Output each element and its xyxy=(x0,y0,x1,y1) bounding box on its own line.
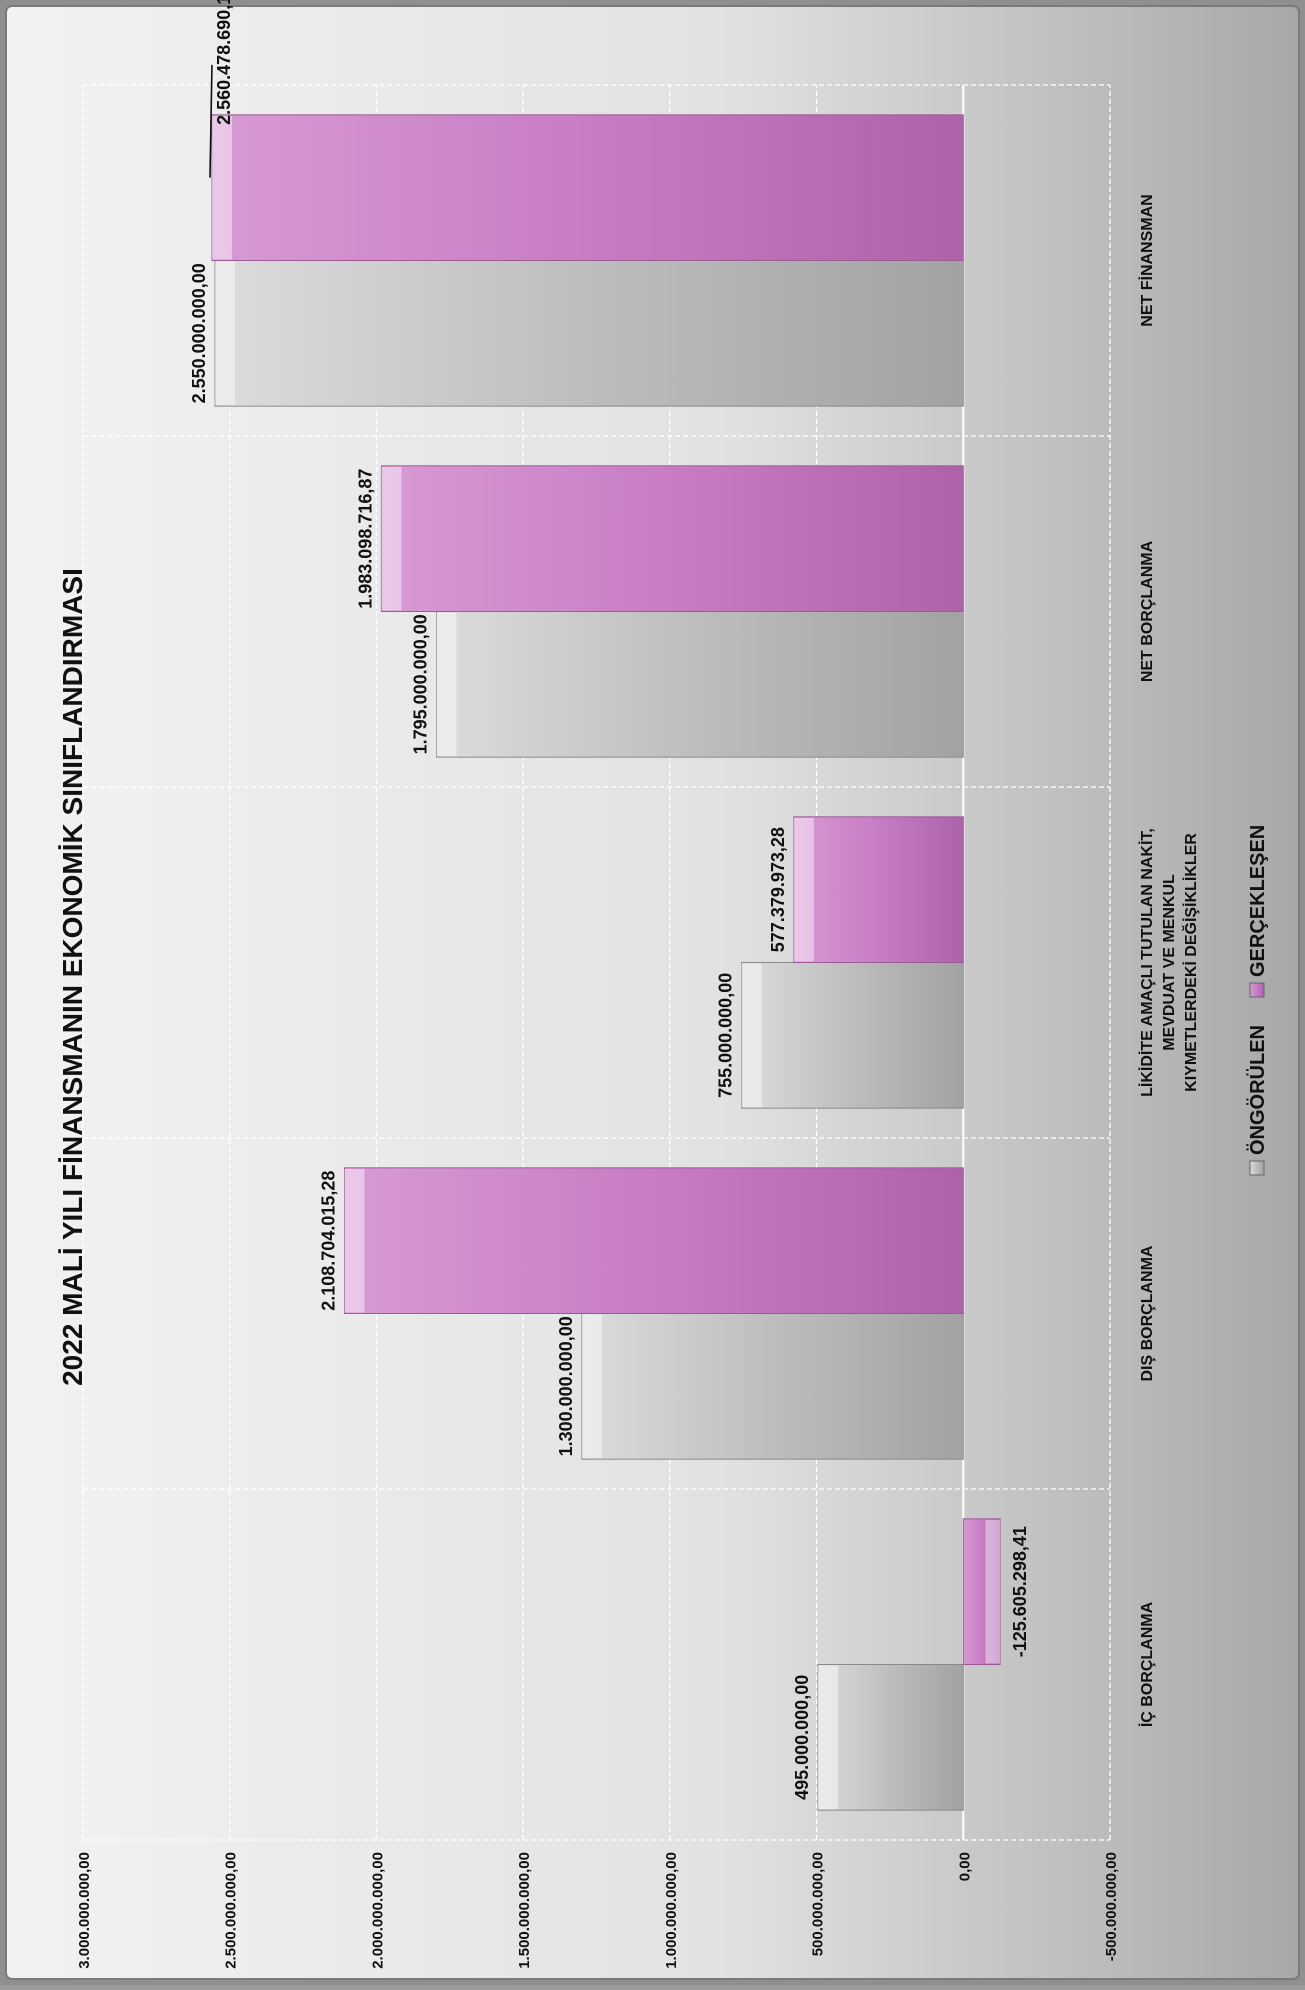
bar xyxy=(962,1518,1001,1665)
data-label: 2.108.704.015,28 xyxy=(319,1171,339,1311)
bar-highlight xyxy=(344,1168,365,1313)
data-label: 2.550.000.000,00 xyxy=(189,263,209,403)
data-label: 1.300.000.000,00 xyxy=(556,1316,576,1456)
bar xyxy=(436,611,964,758)
bar xyxy=(214,260,964,407)
data-label: 2.560.478.690,15 xyxy=(214,0,234,125)
x-category-label: NET FİNANSMAN xyxy=(1138,194,1156,326)
bar xyxy=(581,1312,964,1460)
bar xyxy=(793,816,964,963)
axes: -500.000.000,00 0,00 500.000.000,00 1.000.0… xyxy=(76,194,1200,1969)
bar-highlight xyxy=(985,1519,1001,1664)
y-tick-label: 0,00 xyxy=(956,1852,973,1881)
bar-highlight xyxy=(381,466,402,611)
y-tick-label: 2.500.000.000,00 xyxy=(223,1852,240,1969)
leader-line xyxy=(209,64,213,178)
bars xyxy=(211,114,1001,1811)
bar-highlight xyxy=(211,115,232,260)
legend-swatch xyxy=(1249,982,1265,998)
bar xyxy=(344,1167,964,1314)
bar xyxy=(380,465,964,612)
legend-swatch xyxy=(1249,1160,1265,1176)
bar-highlight xyxy=(581,1314,602,1459)
x-category-label: NET BORÇLANMA xyxy=(1139,540,1156,682)
x-category-label: MEVDUAT VE MENKUL xyxy=(1161,874,1178,1051)
data-label: -125.605.298,41 xyxy=(1010,1526,1030,1657)
data-label: 495.000.000,00 xyxy=(792,1675,812,1800)
x-category-label: İÇ BORÇLANMA xyxy=(1138,1601,1156,1727)
bar-highlight xyxy=(741,963,762,1108)
data-label: 577.379.973,28 xyxy=(768,827,788,952)
data-label: 755.000.000,00 xyxy=(716,973,736,1098)
bar xyxy=(211,114,964,261)
data-label: 1.795.000.000,00 xyxy=(411,614,431,754)
bar xyxy=(817,1664,964,1811)
y-tick-label: 500.000.000,00 xyxy=(810,1852,827,1956)
y-tick-label: 2.000.000.000,00 xyxy=(369,1852,386,1969)
x-category-label: DIŞ BORÇLANMA xyxy=(1139,1245,1156,1381)
x-category-label: LİKİDİTE AMAÇLI TUTULAN NAKİT, xyxy=(1138,828,1156,1097)
legend: ÖNGÖRÜLEN GERÇEKLEŞEN xyxy=(1246,825,1269,1176)
grid-lines xyxy=(82,84,1111,1841)
y-tick-label: -500.000.000,00 xyxy=(1103,1852,1120,1961)
data-label: 1.983.098.716,87 xyxy=(355,469,375,609)
chart-title: 2022 MALİ YILI FİNANSMANIN EKONOMİK SINI… xyxy=(57,568,88,1386)
bar xyxy=(741,961,964,1109)
y-tick-label: 1.500.000.000,00 xyxy=(516,1852,533,1969)
bar-highlight xyxy=(215,261,236,406)
bar-highlight xyxy=(436,612,457,757)
legend-label: ÖNGÖRÜLEN xyxy=(1246,1025,1269,1155)
data-labels: 495.000.000,00 -125.605.298,41 1.300.000.0… xyxy=(189,0,1030,1800)
y-tick-label: 1.000.000.000,00 xyxy=(663,1852,680,1969)
bar-highlight xyxy=(793,817,814,962)
legend-label: GERÇEKLEŞEN xyxy=(1247,825,1269,977)
y-tick-label: 3.000.000.000,00 xyxy=(76,1852,93,1969)
x-category-label: KIYMETLERDEKİ DEĞİŞİKLİKLER xyxy=(1181,833,1200,1092)
bar-highlight xyxy=(818,1665,839,1810)
